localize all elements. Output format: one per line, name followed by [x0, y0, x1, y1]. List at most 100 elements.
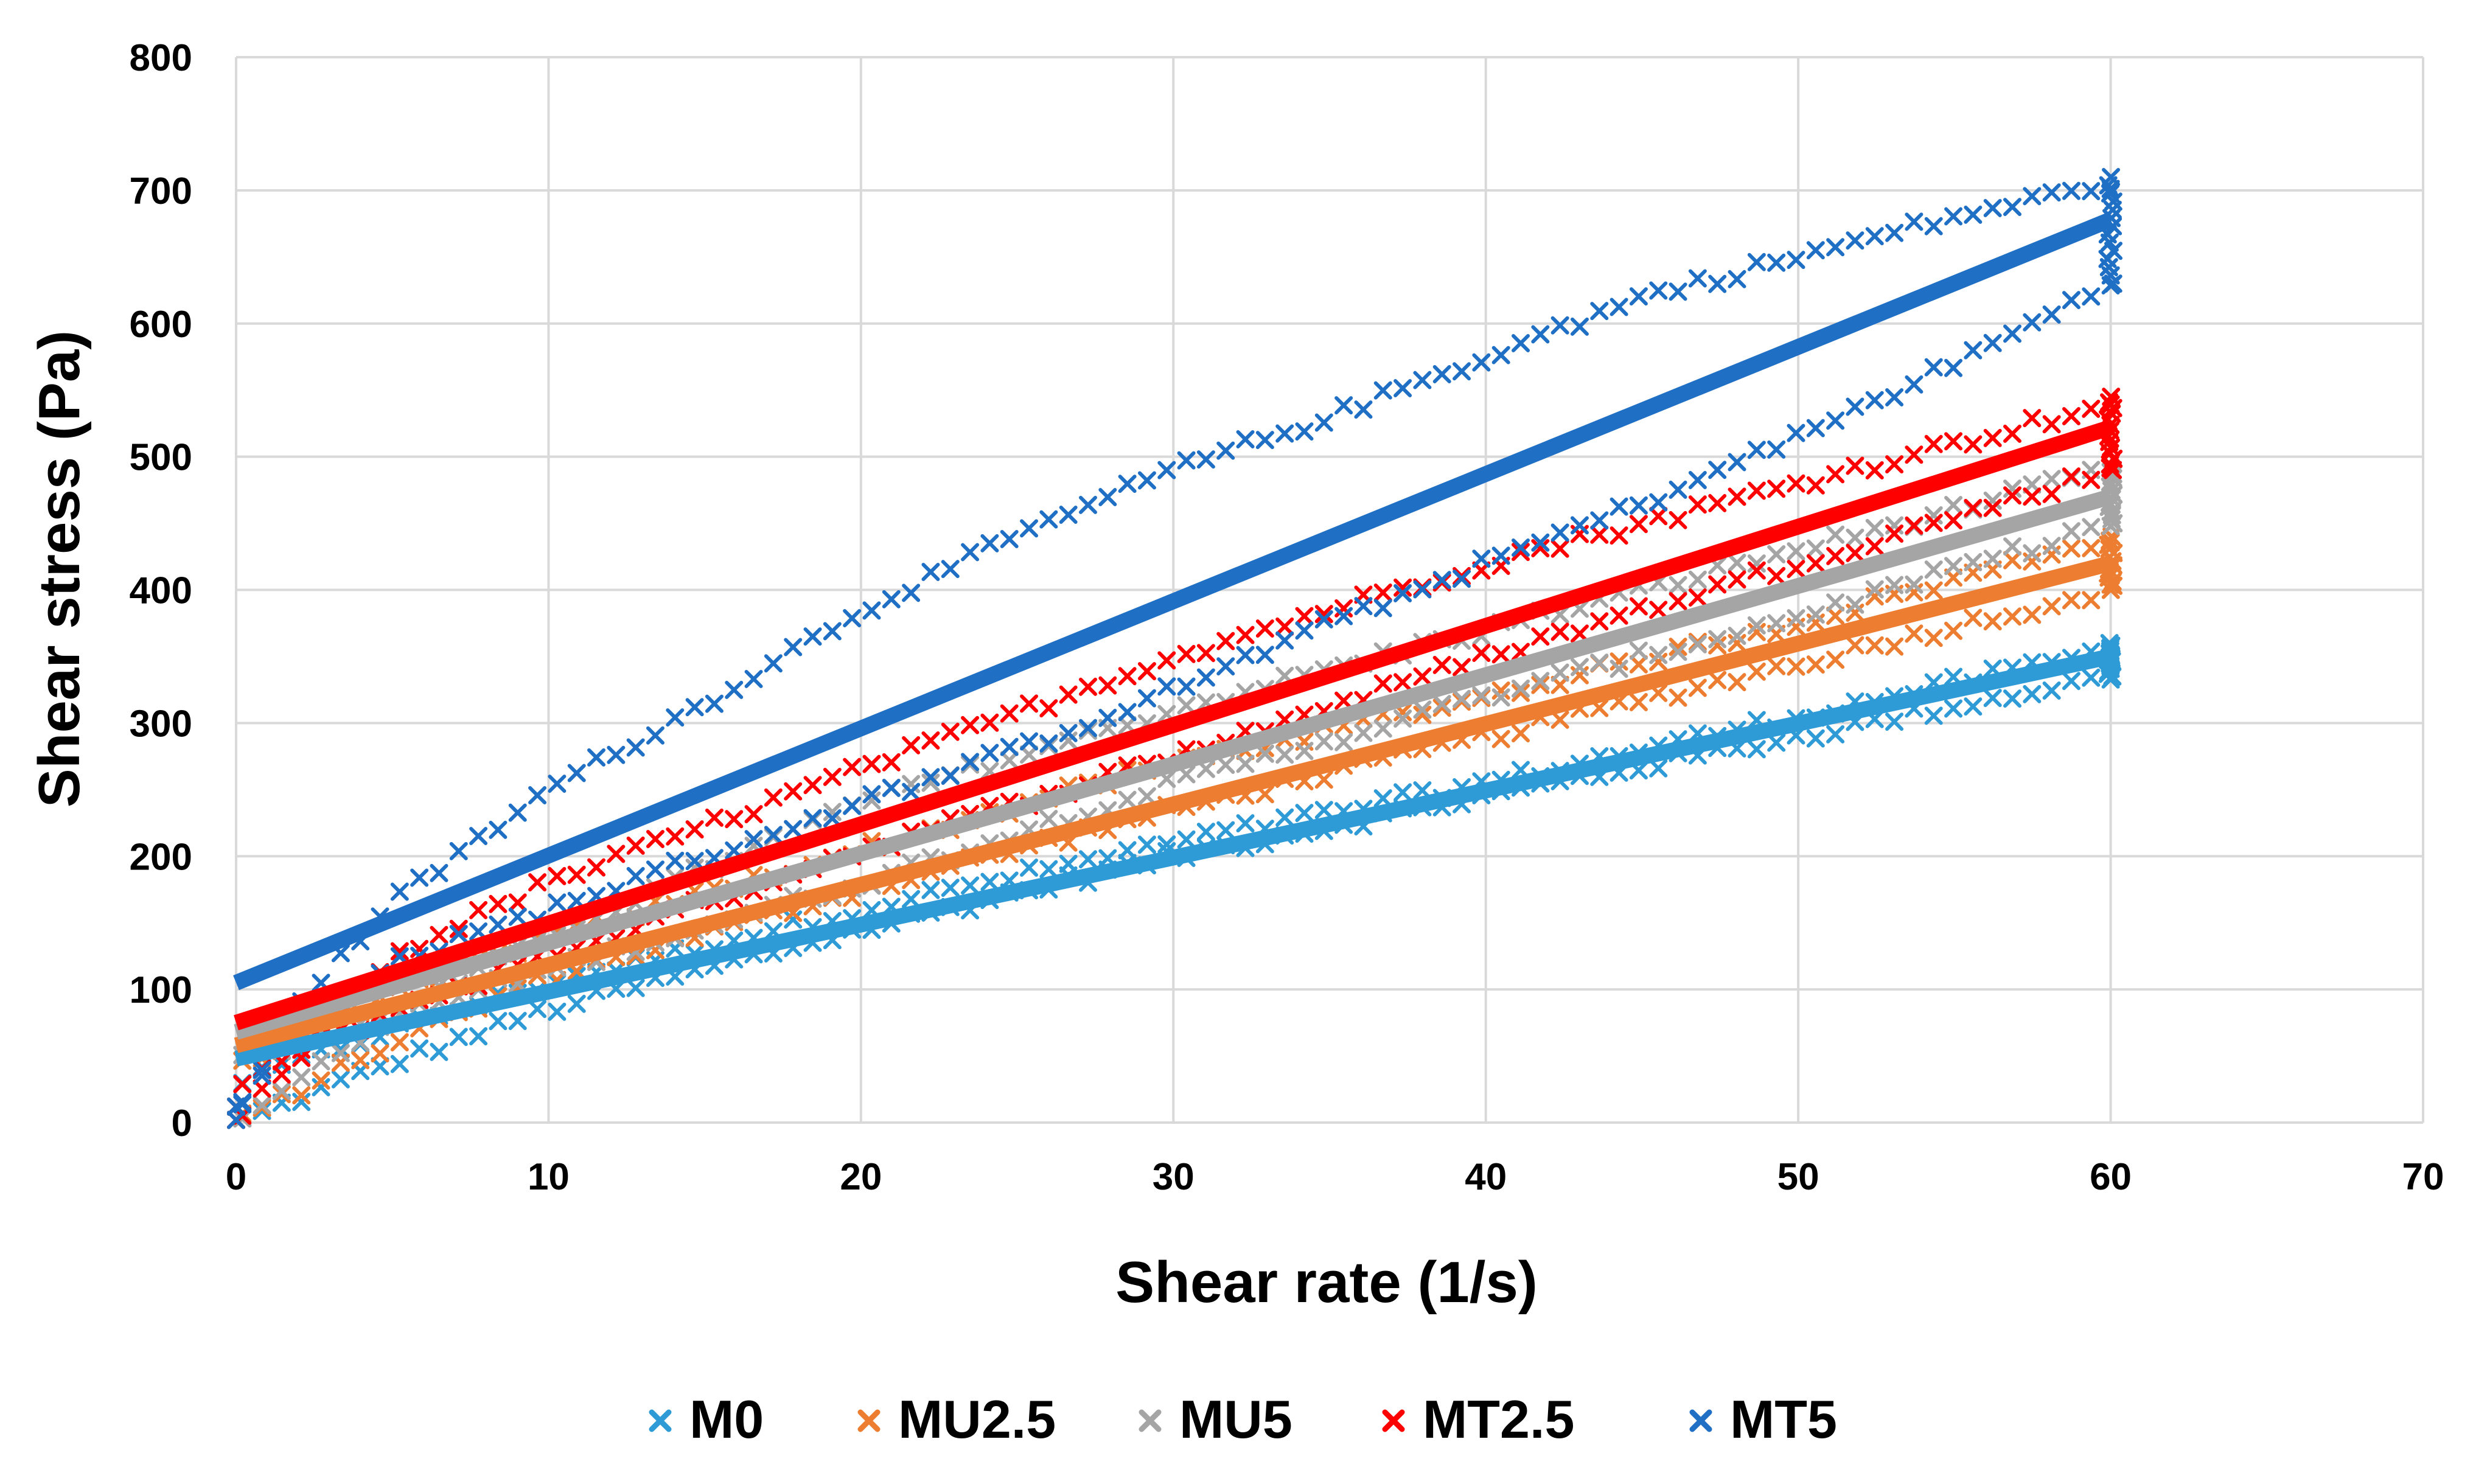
data-point	[548, 866, 567, 885]
data-point	[1688, 495, 1707, 514]
data-point	[1826, 546, 1845, 565]
data-point	[607, 845, 626, 863]
data-point	[227, 1097, 245, 1116]
data-point	[1020, 745, 1039, 764]
data-point	[1393, 673, 1412, 692]
data-point	[1905, 575, 1924, 594]
y-tick-label: 500	[130, 437, 192, 479]
data-point	[1078, 677, 1097, 696]
y-tick-label: 600	[130, 304, 192, 346]
data-point	[1354, 597, 1373, 616]
data-point	[1000, 751, 1019, 770]
data-point	[2102, 388, 2121, 406]
data-point	[1590, 302, 1609, 321]
legend-label: M0	[689, 1389, 764, 1449]
data-point	[1924, 434, 1943, 453]
data-point	[1531, 627, 1550, 646]
data-point	[902, 782, 921, 801]
y-axis-title: Shear stress (Pa)	[27, 330, 92, 807]
data-point	[882, 778, 901, 797]
data-point	[1334, 691, 1353, 710]
data-point	[1295, 422, 1314, 441]
data-point	[1865, 636, 1884, 655]
data-point	[1000, 737, 1019, 756]
data-point	[1373, 583, 1392, 602]
data-point	[2062, 672, 2081, 691]
data-point	[1924, 514, 1943, 532]
data-point	[1196, 644, 1215, 663]
data-point	[430, 863, 448, 882]
y-tick-label: 400	[130, 570, 192, 612]
data-point	[1314, 801, 1333, 820]
data-point	[1078, 495, 1097, 514]
data-point	[1453, 566, 1471, 585]
data-point	[1649, 493, 1668, 512]
data-point	[2023, 313, 2042, 332]
data-point	[489, 915, 508, 934]
data-point	[1059, 723, 1078, 742]
data-point	[1688, 588, 1707, 607]
data-point	[1708, 461, 1727, 479]
data-point	[784, 910, 803, 929]
data-point	[882, 590, 901, 608]
tick-labels: 0 100 200 300 400 500 600 700 800 0 10 20 30 40 50 60 70	[130, 37, 2444, 1198]
data-point	[1629, 597, 1648, 616]
data-point	[1767, 657, 1786, 675]
data-point	[567, 865, 586, 884]
data-point	[1649, 507, 1668, 526]
data-point	[1590, 612, 1609, 631]
data-point	[1413, 667, 1432, 686]
data-point	[1295, 621, 1314, 640]
data-point	[1373, 599, 1392, 618]
data-point	[1610, 526, 1628, 545]
data-point	[1137, 835, 1156, 854]
data-point	[1944, 495, 1963, 514]
data-point	[941, 879, 960, 897]
data-point	[1491, 730, 1510, 748]
trendlines	[233, 212, 2114, 1067]
data-point	[1629, 692, 1648, 711]
data-point	[1826, 238, 1845, 257]
data-point	[1236, 430, 1255, 449]
data-point	[1334, 396, 1353, 415]
data-point	[1905, 212, 1924, 231]
data-point	[1728, 570, 1746, 589]
data-point	[1983, 612, 2002, 631]
data-point	[1865, 461, 1884, 479]
data-point	[1255, 646, 1274, 664]
legend-marker	[857, 1409, 881, 1432]
data-point	[1314, 732, 1333, 751]
data-point	[1806, 476, 1825, 495]
data-point	[823, 622, 842, 641]
data-point	[921, 731, 940, 750]
data-point	[1728, 487, 1746, 506]
trendline-m0	[234, 649, 2113, 1067]
data-point	[1137, 471, 1156, 490]
data-point	[2023, 409, 2042, 428]
data-point	[1728, 453, 1746, 472]
data-point	[1728, 270, 1746, 288]
data-point	[1688, 678, 1707, 697]
data-point	[1688, 635, 1707, 653]
data-point	[1629, 655, 1648, 674]
data-point	[1255, 431, 1274, 450]
data-point	[312, 1078, 330, 1096]
data-point	[1000, 704, 1019, 723]
data-point	[2062, 407, 2081, 426]
data-point	[1846, 595, 1864, 614]
data-point	[508, 893, 527, 912]
data-point	[1039, 510, 1058, 529]
data-point	[1098, 676, 1117, 695]
data-point	[1747, 622, 1766, 641]
data-point	[1118, 475, 1137, 493]
data-point	[528, 873, 547, 892]
data-point	[2003, 424, 2021, 443]
data-point	[469, 901, 488, 919]
data-point	[2042, 597, 2061, 616]
data-point	[1669, 576, 1687, 594]
data-point	[921, 773, 940, 792]
data-point	[1275, 631, 1294, 650]
data-point	[1020, 858, 1039, 877]
data-point	[1708, 493, 1727, 512]
data-point	[1393, 578, 1412, 597]
